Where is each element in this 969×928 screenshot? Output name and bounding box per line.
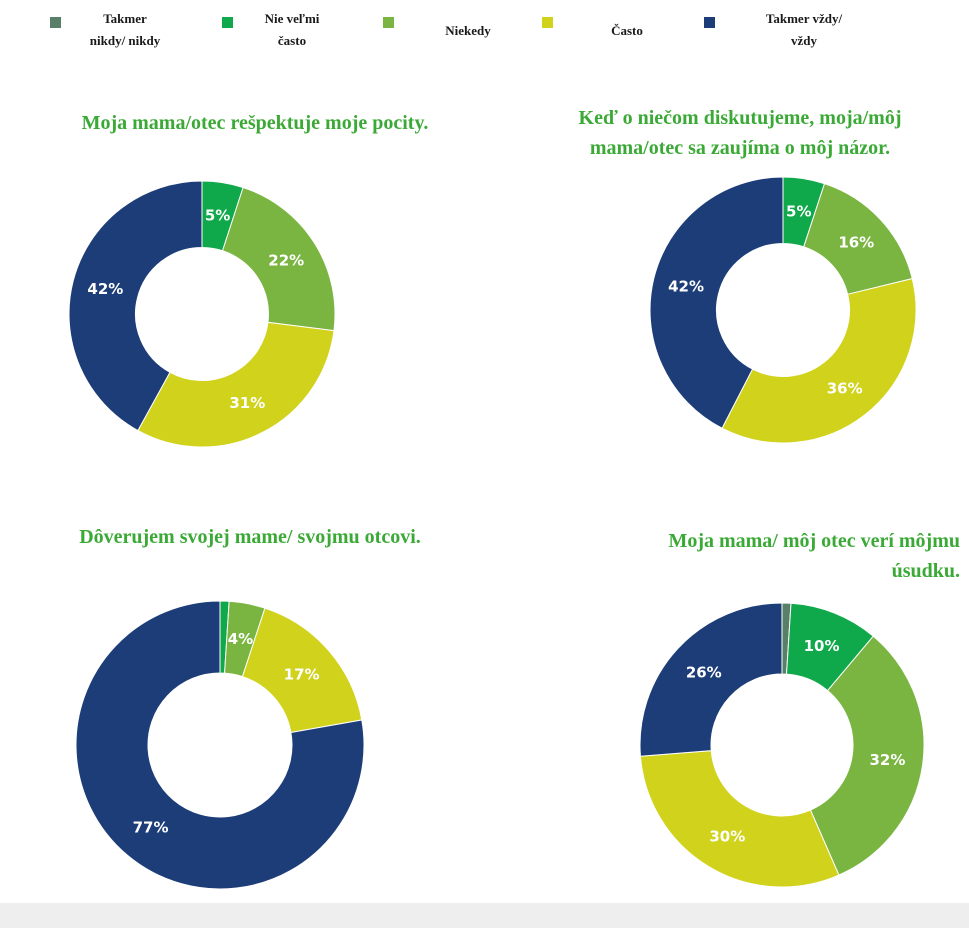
page-footer-band: [0, 903, 969, 928]
slice-data-label: 42%: [87, 280, 123, 298]
donut-chart: 4% 17% 77%: [75, 600, 365, 890]
legend-swatch: [222, 17, 233, 28]
slice-data-label: 22%: [268, 252, 304, 270]
donut-slice: [639, 750, 840, 888]
legend-label: Niekedy: [445, 23, 491, 38]
legend-label: Nie veľmi často: [264, 11, 320, 48]
legend-swatch: [50, 17, 61, 28]
slice-data-label: 30%: [709, 827, 745, 845]
slice-data-label: 4%: [228, 630, 253, 648]
slice-data-label: 42%: [668, 277, 704, 295]
donut-chart: 5% 16% 36% 42%: [649, 176, 917, 444]
chart-legend: Takmer nikdy/ nikdy Nie veľmi často Niek…: [0, 0, 969, 70]
donut-slice: [241, 607, 363, 734]
donut-slice: [221, 186, 336, 332]
donut-chart: 5% 22% 31% 42%: [68, 180, 336, 448]
chart-title: Dôverujem svojej mame/ svojmu otcovi.: [79, 526, 421, 548]
slice-data-label: 36%: [827, 379, 863, 397]
slice-data-label: 26%: [686, 664, 722, 682]
chart-title: Moja mama/otec rešpektuje moje pocity.: [81, 112, 429, 134]
slice-data-label: 5%: [205, 206, 230, 224]
donut-slice: [809, 635, 925, 876]
slice-data-label: 5%: [786, 203, 811, 221]
slice-data-label: 10%: [804, 637, 840, 655]
legend-swatch: [542, 17, 553, 28]
slice-data-label: 17%: [284, 665, 320, 683]
legend-label: Takmer nikdy/ nikdy: [89, 11, 161, 48]
chart-title: Moja mama/ môj otec verí môjmu úsudku.: [668, 530, 960, 582]
donut-slice: [68, 180, 203, 432]
slice-data-label: 77%: [133, 819, 169, 837]
legend-swatch: [383, 17, 394, 28]
legend-swatch: [704, 17, 715, 28]
chart-title: Keď o niečom diskutujeme, moja/môj mama/…: [578, 107, 902, 159]
donut-slice: [137, 321, 335, 448]
slice-data-label: 31%: [229, 394, 265, 412]
legend-label: Často: [611, 23, 643, 38]
donut-slice: [649, 176, 784, 429]
legend-label: Takmer vždy/ vždy: [765, 11, 843, 48]
donut-chart: 10% 32% 30% 26%: [639, 602, 925, 888]
slice-data-label: 16%: [838, 233, 874, 251]
donut-slice: [721, 278, 917, 444]
donut-slice: [803, 183, 913, 295]
donut-slice: [75, 600, 365, 890]
donut-slice: [639, 602, 783, 757]
slice-data-label: 32%: [869, 751, 905, 769]
